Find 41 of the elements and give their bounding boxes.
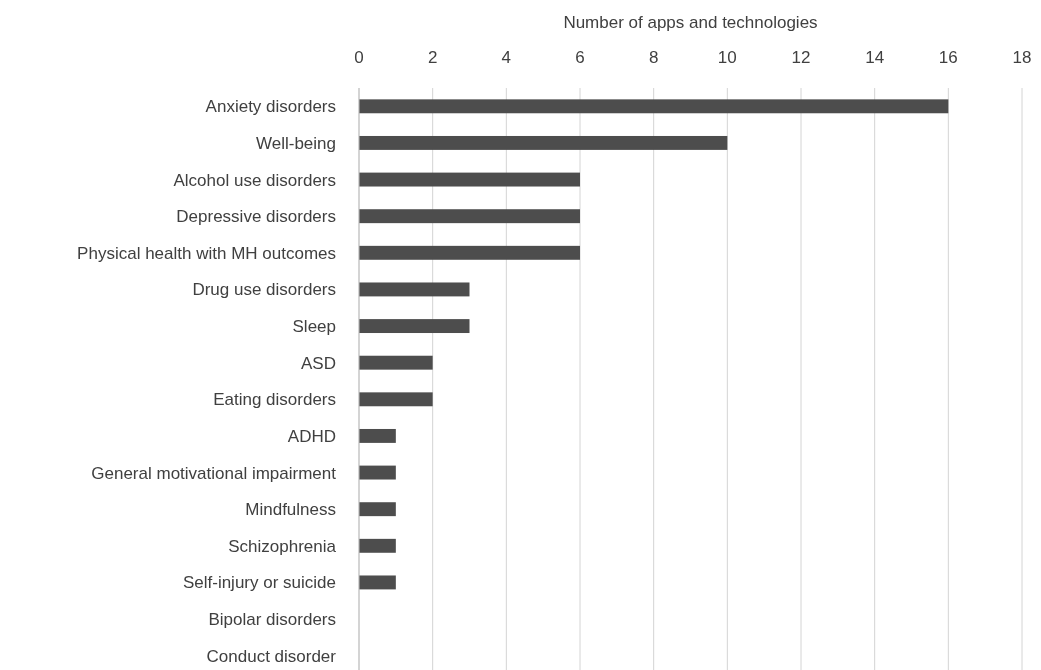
- y-tick-label: Bipolar disorders: [208, 610, 336, 630]
- x-tick-label: 16: [938, 48, 958, 67]
- y-tick-label: ASD: [301, 353, 336, 373]
- bar: [359, 392, 433, 407]
- x-tick-label: 6: [575, 48, 585, 67]
- y-tick-label: Anxiety disorders: [205, 97, 336, 117]
- bar: [359, 282, 470, 297]
- y-tick-label: Physical health with MH outcomes: [77, 243, 336, 263]
- bar: [359, 209, 580, 224]
- bar: [359, 465, 396, 480]
- y-tick-label: Alcohol use disorders: [173, 170, 336, 190]
- bar: [359, 502, 396, 517]
- y-tick-label: ADHD: [287, 426, 336, 446]
- x-tick-label: 8: [648, 48, 659, 67]
- x-tick-label: 2: [427, 48, 438, 67]
- y-tick-label: Eating disorders: [213, 390, 336, 410]
- bar: [359, 319, 470, 334]
- y-tick-label: Well-being: [255, 133, 336, 153]
- bar: [359, 99, 949, 114]
- y-tick-label: Mindfulness: [245, 500, 336, 520]
- x-axis-title: Number of apps and technologies: [563, 13, 818, 32]
- x-tick-label: 4: [501, 48, 512, 67]
- bar: [359, 575, 396, 590]
- x-tick-label: 14: [865, 48, 885, 67]
- y-tick-label: Schizophrenia: [228, 536, 337, 556]
- x-tick-label: 0: [354, 48, 364, 67]
- bar: [359, 428, 396, 443]
- bar: [359, 172, 580, 187]
- x-tick-label: 10: [717, 48, 737, 67]
- bar: [359, 355, 433, 370]
- y-tick-label: Drug use disorders: [192, 280, 336, 300]
- bar: [359, 245, 580, 260]
- y-tick-label: Depressive disorders: [176, 207, 336, 227]
- x-tick-label: 12: [791, 48, 811, 67]
- y-tick-label: Sleep: [292, 317, 336, 337]
- x-tick-label: 18: [1012, 48, 1032, 67]
- bar: [359, 135, 728, 150]
- y-tick-label: General motivational impairment: [91, 463, 337, 483]
- y-tick-label: Self-injury or suicide: [182, 573, 336, 593]
- bar: [359, 538, 396, 553]
- y-tick-label: Conduct disorder: [206, 646, 337, 666]
